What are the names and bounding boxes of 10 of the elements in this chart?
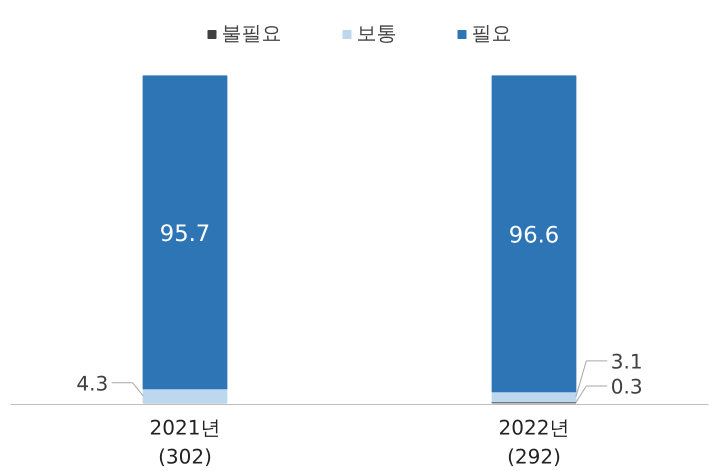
data-label: 0.3 xyxy=(610,374,643,399)
data-label: 96.6 xyxy=(508,222,560,248)
x-tick-label: 2022년 (292) xyxy=(498,416,570,468)
legend-label: 필요 xyxy=(472,20,512,47)
data-label: 4.3 xyxy=(76,371,108,396)
data-label: 95.7 xyxy=(160,220,210,247)
x-tick-label: 2021년 (302) xyxy=(150,416,220,468)
legend-label: 보통 xyxy=(356,20,396,47)
legend-label: 불필요 xyxy=(222,20,282,47)
data-label: 3.1 xyxy=(610,349,643,374)
